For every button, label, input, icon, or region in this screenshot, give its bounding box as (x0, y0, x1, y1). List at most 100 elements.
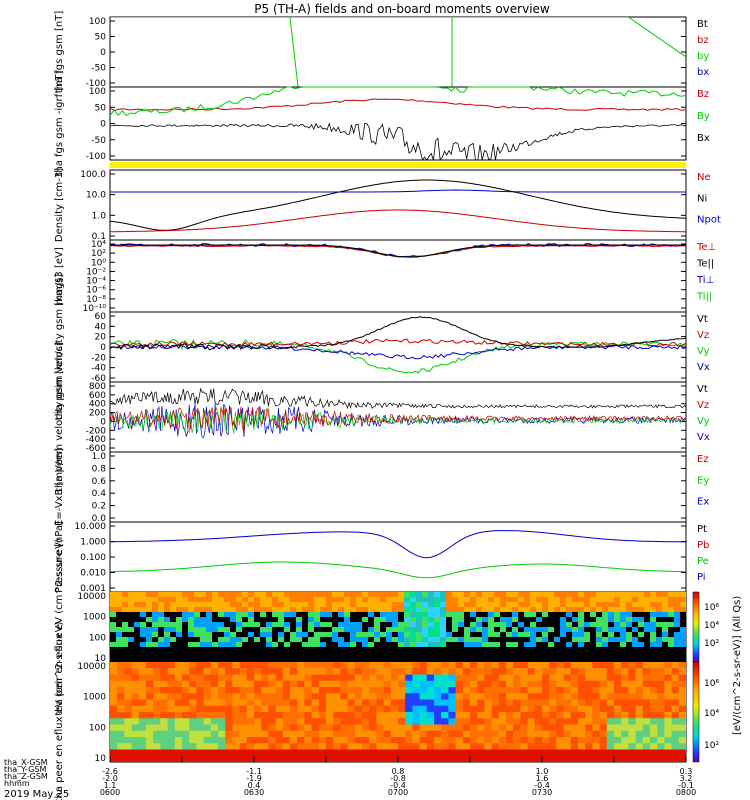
legend-Vt: Vt (697, 314, 708, 325)
ephem-label-x: tha_X-GSM (4, 758, 48, 767)
legend-Ti||: Ti|| (696, 292, 712, 303)
panel-ytick: 0.6 (92, 477, 107, 487)
legend-By: By (697, 111, 710, 122)
panel-1: tha fgs gsm [nT] 100 50 0 -50 -100 Bt bz by bx (54, 11, 709, 94)
panel-ytick: 10⁻⁸ (86, 295, 106, 305)
legend-Vx: Vx (697, 432, 710, 443)
panel-ytick: 10⁻¹⁰ (83, 304, 107, 314)
legend-Bz: Bz (697, 89, 709, 100)
panel-ytick: 10 (95, 754, 107, 764)
panel-ytick: 0.001 (80, 584, 106, 594)
date-label: 2019 May 25 (4, 789, 69, 800)
panel-ytick: 1.0 (92, 452, 107, 462)
panel-ylabel: tha peir en eflux eV (cm^2-s-sr-eV) (54, 538, 65, 715)
panel-ytick: 10⁰ (91, 258, 106, 268)
panel-ytick: 10⁻⁶ (86, 286, 106, 296)
ephem-value: -0.1 (678, 781, 694, 790)
panel-ytick: 100 (89, 723, 106, 733)
legend-Ne: Ne (697, 172, 711, 183)
legend-Bt: Bt (697, 19, 708, 30)
legend-Npot: Npot (697, 215, 721, 226)
ephem-label-z: tha_Z-GSM (4, 772, 48, 781)
panel-ytick: 1.0 (92, 211, 107, 221)
ephem-value: 0800 (676, 788, 696, 797)
panel-4: mag§3 [eV] 10⁴10²10⁰10⁻²10⁻⁴10⁻⁶10⁻⁸10⁻¹⁰… (54, 239, 716, 314)
ephem-label-y: tha_Y-GSM (4, 765, 47, 774)
panels: tha fgs gsm [nT] 100500-50-100Btbzbybxtha… (54, 11, 721, 800)
panel-ytick: 10⁻⁴ (86, 277, 106, 287)
ephem-value: 1.1 (104, 781, 117, 790)
ephem-value: 1.6 (536, 774, 549, 783)
panel-ytick: 0 (100, 417, 106, 427)
ephem-value: -0.8 (390, 774, 406, 783)
panel-ytick: 10000 (77, 592, 106, 602)
legend-Pb: Pb (697, 540, 709, 551)
legend-Ez: Ez (697, 454, 709, 465)
colorbars: 10⁶ 10⁴ 10² 10⁶ 10⁴ 10² [eV/(cm^2-s-sr-e… (692, 591, 743, 763)
panel-8: Pressure [nPa] 10.000 1.000 0.100 0.010 0.001… (54, 521, 709, 594)
panel-ytick: -60 (91, 374, 106, 384)
panel-ytick: -50 (91, 64, 106, 74)
ephem-value: 0600 (100, 788, 120, 797)
panel-ytick: 100 (89, 17, 106, 27)
panel-ytick: 400 (89, 400, 106, 410)
panel-ytick: 10 (95, 654, 107, 664)
ephem-value: -0.4 (390, 781, 406, 790)
panel-ytick: 60 (95, 312, 107, 322)
panel-ytick: -600 (86, 444, 107, 454)
panel-ytick: 10⁴ (91, 240, 106, 250)
panel-ytick: 0.2 (92, 502, 106, 512)
panel-ylabel: tha fgs gsm [nT] (54, 11, 65, 94)
x-axis (109, 756, 687, 762)
panel-7: E=-VxB [mV/m] 1.0 0.8 0.6 0.4 0.2 0.0 Ez Ey Ex (54, 448, 709, 526)
panel-ytick: 10.0 (86, 191, 106, 201)
legend-Ni: Ni (697, 193, 707, 204)
panel-frame (109, 521, 687, 593)
colorbar-bottom (692, 661, 700, 763)
ephem-label-time: hhmm (4, 779, 30, 788)
legend-Te⊥: Te⊥ (696, 242, 716, 253)
legend-by: by (697, 51, 709, 62)
ephem-value: 3.2 (680, 774, 693, 783)
panel-ytick: -400 (86, 435, 107, 445)
panel-ytick: -20 (91, 353, 106, 363)
legend-Bx: Bx (697, 133, 710, 144)
ephem-value: 0700 (388, 788, 408, 797)
panel-ytick: 10.000 (75, 522, 107, 532)
legend-Vz: Vz (697, 330, 709, 341)
panel-ytick: 10² (91, 249, 106, 259)
ephem-value: 0.4 (248, 781, 261, 790)
panel-ytick: 0.8 (92, 464, 107, 474)
panel-ytick: 10⁻² (86, 267, 106, 277)
panel-9: tha peir en eflux eV (cm^2-s-sr-eV) 10000… (54, 538, 687, 716)
panel-ytick: -100 (86, 152, 107, 162)
panel-ytick: 600 (89, 391, 106, 401)
panel-ytick: -40 (91, 364, 106, 374)
panel-ytick: 0.010 (80, 569, 106, 579)
panel-ytick: 40 (95, 322, 107, 332)
panel-2: tha fgs gsm -igrf [nT] 100 50 0 -50 -100 Bz By B… (54, 70, 710, 176)
legend-Vy: Vy (697, 346, 710, 357)
colorbar-top (692, 591, 700, 663)
panel-ytick: 0 (100, 48, 106, 58)
panel-ylabel: tha peim velocity gsm [km/s] (54, 274, 65, 421)
ephem-value: 0.8 (392, 767, 405, 776)
colorbar-label: [eV/(cm^2-s-sr-eV)] (All Qs) (732, 596, 743, 735)
legend-Vt: Vt (697, 384, 708, 395)
panel-ytick: -50 (91, 136, 106, 146)
panel-ytick: 0.1 (92, 232, 106, 242)
ephem-value: -2.6 (102, 767, 118, 776)
legend-Te||: Te|| (696, 259, 714, 270)
panel-ytick: 0 (100, 343, 106, 353)
panel-ytick: 100 (89, 633, 106, 643)
panel-ytick: 100.0 (80, 170, 106, 180)
panel-ytick: 0.4 (92, 489, 107, 499)
panel-3: Density [cm-3] 100.0 10.0 1.0 0.1 Ne Ni Npot (54, 168, 721, 242)
panel-ytick: 1000 (83, 613, 106, 623)
figure-title: P5 (TH-A) fields and on-board moments ov… (254, 2, 550, 16)
ephem-value: -1.9 (246, 774, 262, 783)
legend-Pt: Pt (697, 524, 707, 535)
colorbar-tick-5: 10⁴ (704, 709, 719, 719)
legend-Vx: Vx (697, 362, 710, 373)
panel-frame (109, 239, 687, 313)
